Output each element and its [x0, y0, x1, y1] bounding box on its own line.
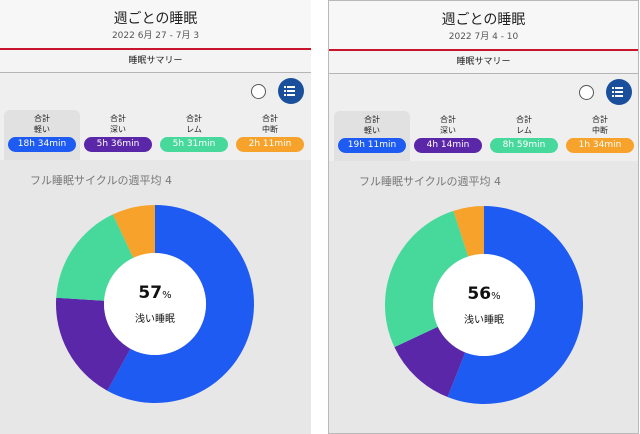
tab-label-line2: 深い	[110, 125, 126, 134]
tab-label-line1: 合計	[262, 114, 278, 123]
date-range: 2022 6月 27 - 7月 3	[111, 31, 200, 41]
chart-area: フル睡眠サイクルの週平均 4 57% 浅い睡眠	[0, 160, 311, 434]
list-view-button[interactable]	[606, 79, 632, 105]
date-range: 2022 7月 4 - 10	[448, 32, 519, 42]
tab-deep-sleep[interactable]: 合計深い 5h 36min	[80, 110, 156, 160]
light-sleep-percent: 56%	[433, 284, 535, 304]
deep-sleep-slice	[55, 297, 131, 391]
tab-awake[interactable]: 合計中断 1h 34min	[562, 111, 638, 161]
radio-button[interactable]	[579, 85, 594, 100]
percent-value: 56	[467, 284, 492, 304]
sleep-cycle-average: フル睡眠サイクルの週平均 4	[359, 175, 501, 188]
light-sleep-slice	[447, 206, 583, 404]
tab-label-line1: 合計	[364, 115, 380, 124]
deep-sleep-slice	[394, 326, 466, 398]
tab-label-line1: 合計	[186, 114, 202, 123]
tab-label-line2: 軽い	[364, 126, 380, 135]
sleep-panel-week-1: 週ごとの睡眠 2022 6月 27 - 7月 3 睡眠サマリー 合計軽い 18h…	[0, 0, 311, 434]
percent-value: 57	[138, 283, 163, 303]
light-sleep-slice	[107, 205, 254, 403]
percent-sign: %	[162, 290, 172, 301]
sleep-summary-tab[interactable]: 睡眠サマリー	[329, 51, 638, 74]
light-sleep-total: 18h 34min	[8, 137, 76, 152]
tab-label-line1: 合計	[110, 114, 126, 123]
tab-rem-sleep[interactable]: 合計レム 5h 31min	[156, 110, 232, 160]
tab-awake[interactable]: 合計中断 2h 11min	[232, 110, 308, 160]
sleep-stage-tabs: 合計軽い 19h 11min 合計深い 4h 14min 合計レム 8h 59m…	[329, 111, 638, 161]
sleep-cycle-average: フル睡眠サイクルの週平均 4	[30, 174, 172, 187]
tab-light-sleep[interactable]: 合計軽い 18h 34min	[4, 110, 80, 160]
tab-label-line1: 合計	[440, 115, 456, 124]
sleep-summary-tab[interactable]: 睡眠サマリー	[0, 50, 311, 73]
sleep-donut-chart	[385, 206, 583, 404]
deep-sleep-total: 4h 14min	[414, 138, 482, 153]
donut-center	[104, 253, 206, 355]
light-sleep-total: 19h 11min	[338, 138, 406, 153]
tab-label-line2: 中断	[592, 126, 608, 135]
tab-label-line1: 合計	[592, 115, 608, 124]
tab-rem-sleep[interactable]: 合計レム 8h 59min	[486, 111, 562, 161]
tab-label-line2: 中断	[262, 125, 278, 134]
radio-button[interactable]	[251, 84, 266, 99]
sleep-panel-week-2: 週ごとの睡眠 2022 7月 4 - 10 睡眠サマリー 合計軽い 19h 11…	[328, 0, 639, 434]
awake-total: 2h 11min	[236, 137, 304, 152]
awake-total: 1h 34min	[566, 138, 634, 153]
donut-center	[433, 254, 535, 356]
page-title: 週ごとの睡眠	[113, 11, 198, 27]
percent-sign: %	[491, 291, 501, 302]
sleep-donut-chart	[55, 205, 254, 403]
tab-label-line1: 合計	[516, 115, 532, 124]
tab-label-line2: レム	[186, 125, 202, 134]
rem-sleep-total: 8h 59min	[490, 138, 558, 153]
page-title: 週ごとの睡眠	[441, 12, 526, 28]
light-sleep-label: 浅い睡眠	[135, 314, 175, 325]
tab-label-line2: 軽い	[34, 125, 50, 134]
awake-slice	[453, 206, 484, 257]
header: 週ごとの睡眠 2022 7月 4 - 10	[329, 1, 638, 51]
light-sleep-percent: 57%	[104, 283, 206, 303]
tab-label-line2: レム	[516, 126, 532, 135]
awake-slice	[112, 205, 155, 258]
rem-sleep-slice	[56, 214, 134, 301]
rem-sleep-total: 5h 31min	[160, 137, 228, 152]
tab-label-line1: 合計	[34, 114, 50, 123]
tab-deep-sleep[interactable]: 合計深い 4h 14min	[410, 111, 486, 161]
tab-light-sleep[interactable]: 合計軽い 19h 11min	[334, 111, 410, 161]
deep-sleep-total: 5h 36min	[84, 137, 152, 152]
sleep-stage-tabs: 合計軽い 18h 34min 合計深い 5h 36min 合計レム 5h 31m…	[0, 110, 311, 160]
rem-sleep-slice	[385, 210, 469, 348]
list-view-button[interactable]	[278, 78, 304, 104]
chart-area: フル睡眠サイクルの週平均 4 56% 浅い睡眠	[329, 161, 638, 433]
header: 週ごとの睡眠 2022 6月 27 - 7月 3	[0, 0, 311, 50]
tab-label-line2: 深い	[440, 126, 456, 135]
light-sleep-label: 浅い睡眠	[464, 315, 504, 326]
